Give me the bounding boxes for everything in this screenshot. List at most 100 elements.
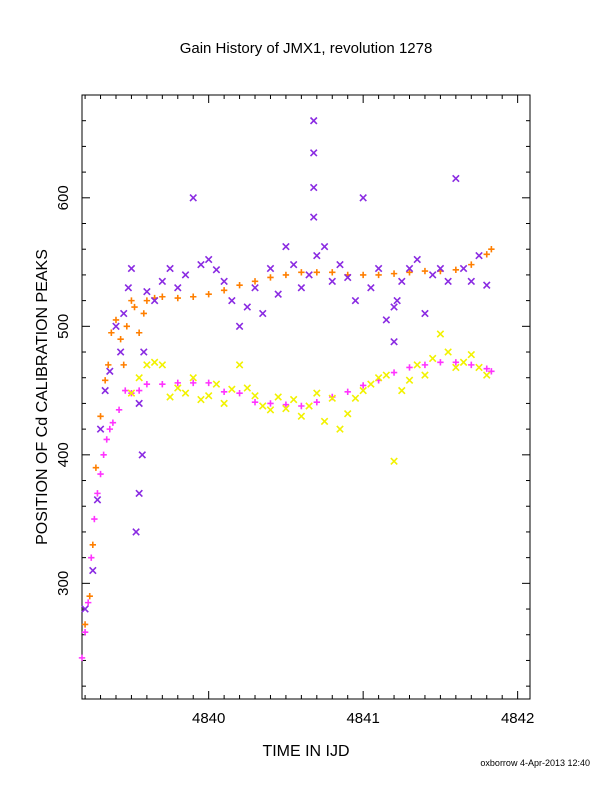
data-point — [359, 194, 367, 202]
data-point — [266, 406, 275, 414]
data-point — [483, 251, 490, 258]
data-point — [266, 264, 275, 273]
data-point — [297, 284, 306, 292]
y-tick-label: 400 — [55, 442, 72, 467]
data-point — [117, 335, 124, 343]
data-point — [351, 394, 360, 403]
data-point — [382, 371, 391, 379]
data-point — [309, 213, 318, 221]
data-point — [174, 284, 182, 292]
data-point — [132, 528, 140, 536]
data-point — [336, 260, 344, 269]
data-point — [251, 398, 259, 406]
data-point — [475, 363, 483, 372]
data-point — [105, 361, 112, 369]
y-tick-label: 500 — [55, 314, 72, 339]
data-point — [174, 294, 181, 302]
data-point — [309, 116, 318, 125]
data-point — [421, 309, 429, 318]
data-point — [282, 271, 290, 279]
data-point — [393, 296, 401, 305]
data-point — [359, 382, 367, 389]
data-point — [375, 271, 382, 279]
data-point — [143, 361, 151, 369]
data-point — [81, 605, 89, 613]
data-point — [112, 322, 120, 331]
data-point — [313, 251, 321, 260]
data-point — [459, 264, 468, 273]
data-point — [251, 391, 259, 400]
data-point — [204, 255, 213, 264]
data-point — [282, 242, 290, 251]
data-point — [405, 264, 414, 273]
data-point — [135, 489, 143, 498]
data-point — [220, 287, 228, 294]
data-point — [413, 255, 421, 264]
data-point — [123, 323, 130, 330]
data-point — [212, 380, 221, 388]
data-point — [96, 425, 105, 433]
data-point — [228, 296, 236, 305]
data-point — [320, 417, 329, 426]
data-point — [119, 309, 128, 318]
data-point — [274, 290, 282, 298]
data-point — [197, 395, 205, 404]
data-point — [205, 290, 212, 298]
data-point — [140, 348, 148, 356]
data-point — [328, 394, 337, 403]
data-point — [444, 277, 452, 286]
x-tick-label: 4841 — [346, 710, 379, 727]
data-point — [421, 361, 429, 369]
data-point — [329, 269, 336, 276]
data-point — [313, 269, 321, 276]
data-point — [236, 281, 243, 289]
data-point — [158, 361, 167, 369]
data-point — [159, 380, 166, 388]
data-point — [189, 373, 197, 382]
data-point — [258, 309, 267, 318]
data-point — [468, 261, 475, 268]
data-point — [436, 330, 445, 338]
data-point — [78, 654, 86, 662]
data-point — [128, 297, 135, 304]
data-point — [459, 358, 468, 367]
data-point — [251, 278, 259, 285]
data-point — [452, 266, 460, 273]
plot-frame — [81, 94, 531, 700]
data-point — [143, 287, 151, 296]
data-point — [267, 400, 274, 407]
data-point — [305, 402, 313, 410]
data-point — [235, 322, 244, 331]
data-point — [112, 316, 120, 324]
data-point — [488, 368, 495, 375]
data-point — [390, 303, 398, 311]
data-point — [88, 554, 95, 561]
data-point — [189, 194, 197, 202]
data-point — [135, 387, 143, 394]
data-point — [251, 284, 259, 292]
data-point — [313, 389, 321, 397]
data-point — [158, 277, 167, 286]
y-axis-label: POSITION OF Cd CALIBRATION PEAKS — [34, 249, 51, 545]
data-point — [143, 380, 151, 388]
data-point — [421, 267, 429, 275]
data-point — [101, 377, 109, 384]
data-point — [181, 271, 190, 279]
data-point — [428, 271, 437, 279]
data-point — [91, 515, 98, 523]
data-point — [436, 264, 445, 273]
data-point — [398, 277, 406, 286]
data-point — [320, 242, 329, 251]
data-point — [235, 361, 244, 369]
data-point — [92, 464, 100, 471]
data-point — [390, 369, 398, 376]
data-point — [328, 277, 337, 286]
data-point — [305, 271, 313, 279]
data-point — [101, 386, 109, 395]
chart-title: Gain History of JMX1, revolution 1278 — [180, 40, 433, 57]
data-point — [444, 348, 452, 356]
data-point — [390, 337, 398, 346]
data-point — [94, 490, 101, 497]
data-point — [367, 284, 375, 292]
data-point — [382, 316, 391, 324]
